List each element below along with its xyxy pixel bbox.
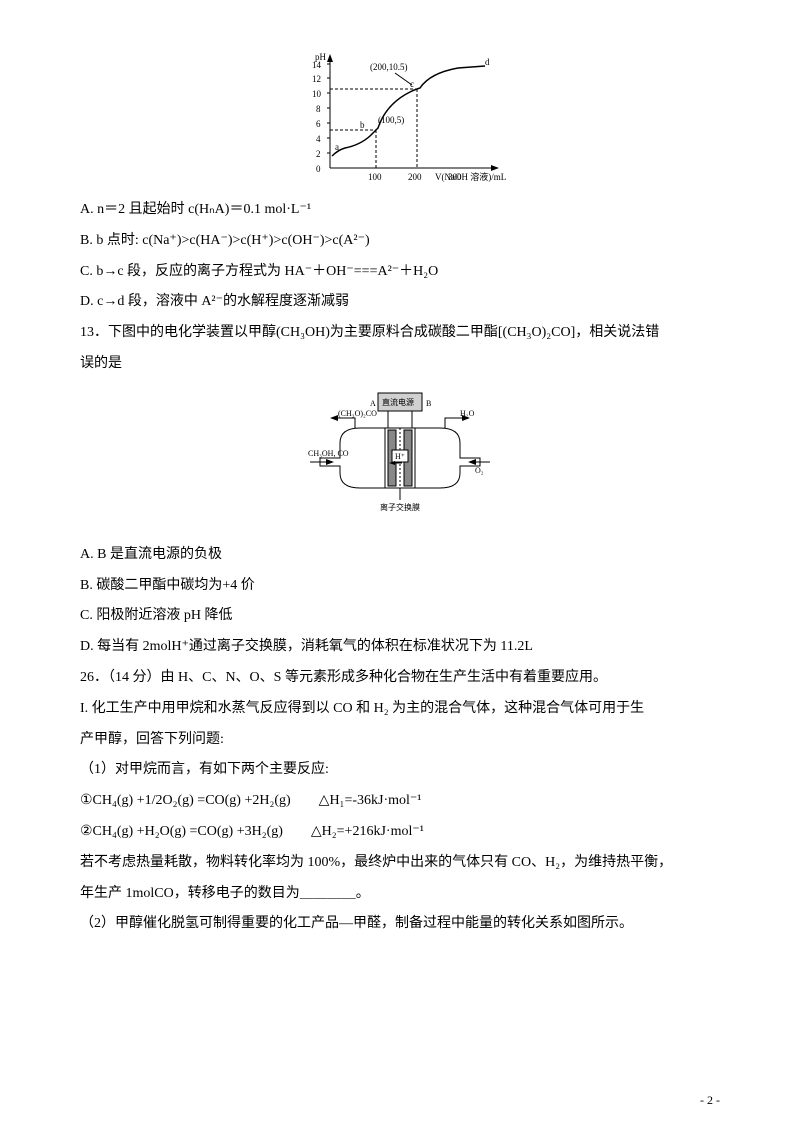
svg-text:(100,5): (100,5) — [378, 115, 404, 125]
q26-eq1: ①CH₄(g) +1/2O₂(g) =CO(g) +2H₂(g) △H₁=-36… — [80, 786, 720, 817]
opt13-c: C. 阳极附近溶液 pH 降低 — [80, 601, 720, 632]
device-chart-container: 直流电源 A B — [80, 388, 720, 528]
q26-p1: （1）对甲烷而言，有如下两个主要反应: — [80, 755, 720, 786]
svg-text:6: 6 — [316, 119, 321, 129]
svg-text:H₂O: H₂O — [460, 409, 475, 418]
svg-text:12: 12 — [312, 74, 321, 84]
q26-p1b-1: 若不考虑热量耗散，物料转化率均为 100%，最终炉中出来的气体只有 CO、H₂，… — [80, 848, 720, 879]
opt-d: D. c→d 段，溶液中 A²⁻的水解程度逐渐减弱 — [80, 287, 720, 318]
svg-text:b: b — [360, 120, 365, 130]
opt-a: A. n＝2 且起始时 c(HₙA)＝0.1 mol·L⁻¹ — [80, 195, 720, 226]
svg-text:(CH₃O)₂CO: (CH₃O)₂CO — [338, 409, 377, 418]
svg-text:CH₃OH, CO: CH₃OH, CO — [308, 449, 349, 458]
svg-text:2: 2 — [316, 149, 321, 159]
svg-text:200: 200 — [408, 172, 422, 182]
opt-c: C. b→c 段，反应的离子方程式为 HA⁻＋OH⁻===A²⁻＋H₂O — [80, 257, 720, 288]
svg-text:8: 8 — [316, 104, 321, 114]
opt13-d: D. 每当有 2molH⁺通过离子交换膜，消耗氧气的体积在标准状况下为 11.2… — [80, 632, 720, 663]
svg-text:14: 14 — [312, 60, 322, 70]
ph-chart: pH V(NaOH 溶液)/mL 0 2 4 6 8 10 12 14 100 … — [290, 48, 510, 183]
svg-text:H⁺: H⁺ — [395, 452, 405, 461]
svg-text:d: d — [485, 57, 490, 67]
svg-text:O₂: O₂ — [475, 466, 484, 475]
svg-text:4: 4 — [316, 134, 321, 144]
q26: 26．（14 分）由 H、C、N、O、S 等元素形成多种化合物在生产生活中有着重… — [80, 663, 720, 694]
svg-text:0: 0 — [316, 164, 321, 174]
xlabel: V(NaOH 溶液)/mL — [435, 171, 506, 182]
svg-text:A: A — [370, 399, 376, 408]
svg-text:100: 100 — [368, 172, 382, 182]
q26-i-1: I. 化工生产中用甲烷和水蒸气反应得到以 CO 和 H₂ 为主的混合气体，这种混… — [80, 694, 720, 725]
page-number: - 2 - — [700, 1087, 720, 1113]
q26-p2: （2）甲醇催化脱氢可制得重要的化工产品—甲醛，制备过程中能量的转化关系如图所示。 — [80, 909, 720, 940]
opt-b: B. b 点时: c(Na⁺)>c(HA⁻)>c(H⁺)>c(OH⁻)>c(A²… — [80, 226, 720, 257]
q26-i-2: 产甲醇，回答下列问题: — [80, 725, 720, 756]
q13-line1: 13．下图中的电化学装置以甲醇(CH₃OH)为主要原料合成碳酸二甲酯[(CH₃O… — [80, 318, 720, 349]
opt13-a: A. B 是直流电源的负极 — [80, 540, 720, 571]
svg-text:B: B — [426, 399, 431, 408]
svg-text:离子交换膜: 离子交换膜 — [380, 502, 420, 512]
q26-eq2: ②CH₄(g) +H₂O(g) =CO(g) +3H₂(g) △H₂=+216k… — [80, 817, 720, 848]
q26-p1b-2: 年生产 1molCO，转移电子的数目为＿＿＿＿。 — [80, 879, 720, 910]
ph-chart-container: pH V(NaOH 溶液)/mL 0 2 4 6 8 10 12 14 100 … — [80, 48, 720, 183]
svg-text:(200,10.5): (200,10.5) — [370, 62, 408, 72]
svg-text:10: 10 — [312, 89, 322, 99]
device-diagram: 直流电源 A B — [300, 388, 500, 528]
q13-line2: 误的是 — [80, 349, 720, 380]
svg-text:a: a — [335, 142, 339, 152]
svg-text:300: 300 — [448, 172, 462, 182]
svg-text:直流电源: 直流电源 — [382, 397, 414, 407]
opt13-b: B. 碳酸二甲酯中碳均为+4 价 — [80, 571, 720, 602]
